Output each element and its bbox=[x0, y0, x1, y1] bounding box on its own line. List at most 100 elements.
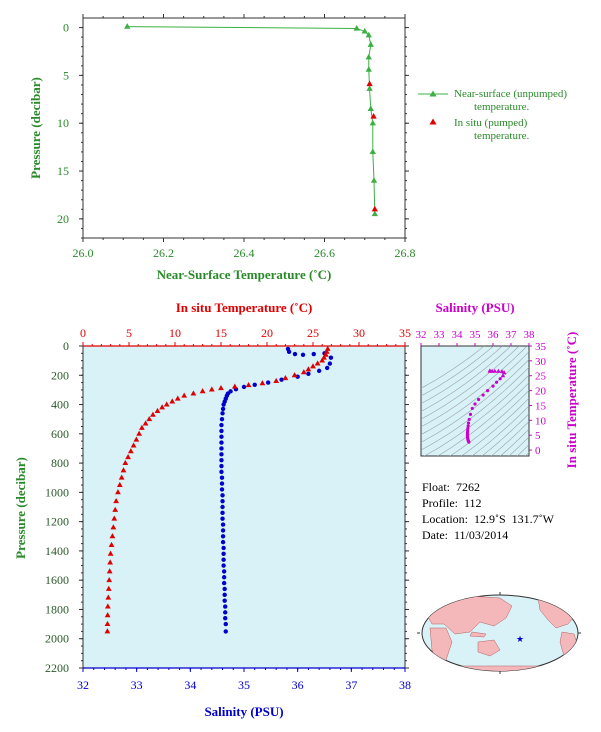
salinity-point bbox=[219, 416, 225, 422]
salinity-point bbox=[220, 498, 225, 504]
salinity-point bbox=[306, 371, 311, 377]
ts-x-tick-label: 38 bbox=[524, 329, 536, 341]
salinity-point bbox=[219, 428, 224, 434]
info-date: Date: 11/03/2014 bbox=[422, 528, 508, 543]
ts-y-tick-label: 20 bbox=[535, 386, 547, 398]
temperature-point bbox=[107, 559, 114, 565]
salinity-tick-label: 34 bbox=[184, 678, 196, 692]
density-contour bbox=[421, 359, 529, 443]
temperature-point bbox=[127, 448, 134, 454]
temperature-point bbox=[130, 442, 137, 448]
salinity-tick-label: 38 bbox=[399, 678, 411, 692]
salinity-point bbox=[316, 368, 322, 374]
ts-point bbox=[468, 412, 473, 416]
temperature-point bbox=[105, 585, 112, 591]
salinity-point bbox=[221, 569, 227, 574]
main-y-tick-label: 1600 bbox=[45, 573, 69, 587]
temp-tick-label: 5 bbox=[126, 326, 132, 340]
salinity-point bbox=[223, 616, 228, 621]
temperature-point bbox=[109, 533, 116, 539]
top-point-unpumped bbox=[365, 66, 372, 72]
top-point-unpumped bbox=[365, 53, 372, 60]
temperature-point bbox=[118, 474, 125, 480]
temperature-point bbox=[319, 357, 326, 363]
salinity-point bbox=[222, 586, 227, 592]
location-label: Location: bbox=[422, 512, 468, 526]
ts-diagram: 32 33 34 35 36 37 38 0 5 10 15 20 25 30 35 Salinity (P… bbox=[416, 300, 580, 469]
legend-marker-green bbox=[429, 90, 437, 97]
density-contour bbox=[437, 382, 529, 456]
map-ticks bbox=[417, 592, 581, 674]
main-y-tick-label: 1000 bbox=[45, 485, 69, 499]
salinity-tick-label: 36 bbox=[292, 678, 304, 692]
salinity-point bbox=[300, 352, 306, 357]
ts-x-tick-label: 37 bbox=[506, 329, 518, 341]
density-contour bbox=[471, 405, 529, 456]
ts-x-tick-label: 32 bbox=[416, 329, 427, 341]
temp-tick-label: 0 bbox=[80, 326, 86, 340]
salinity-point bbox=[221, 563, 226, 568]
density-contour bbox=[421, 351, 529, 435]
salinity-point bbox=[221, 551, 226, 557]
top-y-tick-label: 15 bbox=[57, 164, 69, 178]
top-point-unpumped bbox=[124, 23, 131, 29]
temperature-point bbox=[259, 380, 266, 386]
salinity-point bbox=[220, 522, 226, 527]
salinity-point bbox=[221, 575, 227, 580]
salinity-point bbox=[219, 440, 224, 445]
ts-y-tick-label: 30 bbox=[535, 356, 547, 368]
top-point-unpumped bbox=[369, 119, 376, 126]
ts-point bbox=[499, 369, 505, 374]
land-indonesia bbox=[469, 631, 487, 638]
ts-point bbox=[466, 424, 470, 428]
salinity-point bbox=[219, 475, 225, 480]
density-contour bbox=[421, 346, 512, 412]
temperature-point bbox=[282, 375, 289, 381]
float-location-marker: ★ bbox=[516, 635, 524, 645]
temperature-point bbox=[218, 384, 224, 391]
salinity-point bbox=[311, 351, 316, 357]
temperature-point bbox=[273, 377, 280, 384]
temperature-point bbox=[300, 369, 307, 375]
temperature-point bbox=[122, 459, 129, 466]
temperature-point bbox=[108, 541, 115, 547]
top-plot-frame bbox=[82, 17, 406, 239]
top-point-unpumped bbox=[361, 27, 368, 34]
salinity-point bbox=[292, 351, 298, 357]
temp-tick-label: 15 bbox=[215, 326, 227, 340]
temp-tick-label: 10 bbox=[169, 326, 181, 340]
temperature-point bbox=[113, 497, 119, 504]
ts-point bbox=[495, 380, 499, 384]
salinity-point bbox=[220, 411, 225, 416]
top-x-axis-label: Near-Surface Temperature (˚C) bbox=[157, 267, 332, 282]
ts-series bbox=[465, 368, 507, 444]
ts-y-axis-label: In situ Temperature (˚C) bbox=[564, 332, 579, 469]
temperature-point bbox=[133, 436, 140, 442]
top-point-unpumped bbox=[367, 105, 374, 111]
ts-point bbox=[470, 406, 474, 411]
salinity-point bbox=[223, 621, 228, 627]
salinity-point bbox=[220, 493, 225, 498]
top-y-tick-label: 0 bbox=[63, 21, 69, 35]
ts-point bbox=[496, 368, 501, 373]
salinity-point bbox=[221, 557, 226, 562]
salinity-point bbox=[219, 463, 224, 469]
top-point-unpumped bbox=[370, 177, 378, 183]
top-point-unpumped bbox=[367, 41, 374, 47]
temperature-point bbox=[208, 386, 215, 392]
ts-point bbox=[481, 393, 485, 397]
top-point-pumped bbox=[370, 113, 377, 119]
ts-point bbox=[466, 421, 471, 425]
temp-tick-label: 30 bbox=[353, 326, 365, 340]
legend-marker-red bbox=[429, 118, 437, 125]
profile-value: 112 bbox=[464, 496, 482, 510]
legend-label-unpumped-2: temperature. bbox=[474, 101, 530, 113]
ts-plot-frame bbox=[420, 345, 530, 457]
temperature-point bbox=[142, 420, 149, 426]
main-y-tick-label: 800 bbox=[51, 456, 69, 470]
temperature-point bbox=[159, 404, 165, 410]
location-value: 12.9˚S 131.7˚W bbox=[473, 512, 554, 526]
salinity-point bbox=[219, 469, 224, 475]
ts-y-tick-label: 0 bbox=[535, 445, 541, 457]
top-point-unpumped bbox=[371, 210, 378, 217]
